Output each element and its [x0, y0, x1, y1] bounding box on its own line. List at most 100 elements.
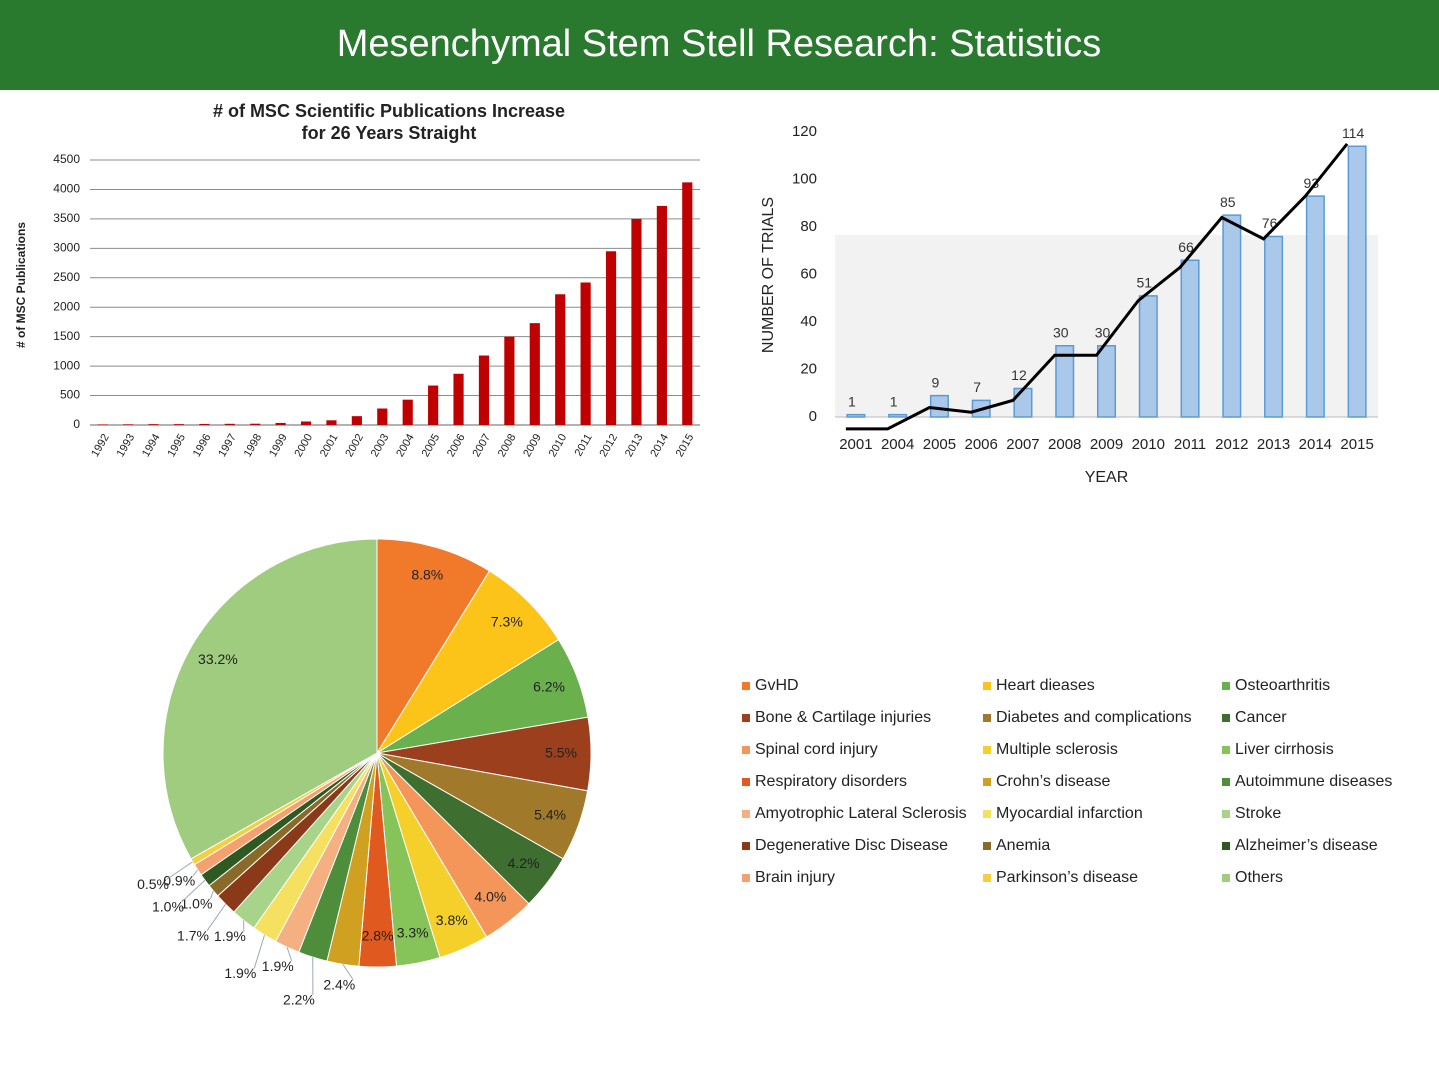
legend-swatch [1222, 682, 1230, 690]
bar [123, 424, 134, 425]
data-label: 1.9% [214, 928, 246, 944]
bar [929, 394, 949, 418]
data-label: 1 [848, 393, 856, 409]
y-tick-label: 120 [792, 123, 817, 140]
data-label: 114 [1342, 125, 1365, 141]
legend-swatch [983, 810, 991, 818]
legend-swatch [983, 682, 991, 690]
x-tick-label: 2010 [547, 432, 570, 459]
leader-line [166, 861, 193, 880]
bar [97, 424, 108, 425]
y-tick-label: 0 [73, 417, 80, 431]
bar [888, 413, 908, 418]
legend-swatch [1222, 842, 1230, 850]
bar [580, 282, 591, 425]
x-tick-label: 2014 [1299, 436, 1332, 453]
x-tick-label: 2004 [394, 432, 417, 459]
data-label: 85 [1220, 194, 1236, 210]
legend-swatch [1222, 810, 1230, 818]
x-tick-label: 1992 [89, 432, 112, 459]
legend-swatch [742, 714, 750, 722]
bar [529, 323, 540, 425]
legend-label: Myocardial infarction [996, 805, 1143, 822]
legend-label: Bone & Cartilage injuries [755, 709, 931, 726]
data-label: 7.3% [491, 613, 523, 629]
x-tick-label: 2000 [293, 432, 316, 459]
bar [148, 424, 159, 425]
pie-slice [376, 538, 491, 755]
y-tick-label: 4500 [53, 152, 80, 166]
bar [453, 373, 464, 425]
data-label: 2.2% [283, 992, 315, 1008]
bar [351, 416, 362, 425]
x-tick-label: 2008 [496, 432, 519, 459]
data-label: 7 [973, 379, 981, 395]
leader-line [286, 947, 293, 962]
x-tick-label: 2015 [674, 432, 697, 459]
chart-title: # of MSC Scientific Publications Increas… [213, 101, 565, 121]
x-tick-label: 2008 [1048, 436, 1081, 453]
leader-line [253, 934, 265, 969]
legend-swatch [983, 778, 991, 786]
legend-label: Degenerative Disc Disease [755, 837, 948, 854]
x-tick-label: 2009 [1090, 436, 1123, 453]
bar [682, 182, 693, 425]
data-label: 1.0% [180, 896, 212, 912]
x-tick-label: 1995 [165, 432, 188, 459]
leader-line [342, 963, 354, 981]
legend-label: Heart dieases [996, 677, 1095, 694]
data-label: 8.8% [411, 567, 443, 583]
legend-swatch [1222, 746, 1230, 754]
bar [1138, 295, 1158, 418]
chart-title: for 26 Years Straight [302, 123, 477, 143]
y-tick-label: 100 [792, 170, 817, 187]
y-axis-label: NUMBER OF TRIALS [760, 197, 777, 353]
bar [377, 408, 388, 425]
y-tick-label: 500 [60, 388, 80, 402]
bar [846, 413, 866, 418]
bar [428, 385, 439, 425]
x-tick-label: 2001 [839, 436, 872, 453]
bar [478, 355, 490, 425]
data-label: 93 [1304, 175, 1320, 191]
x-tick-label: 2001 [318, 432, 341, 459]
legend-label: Autoimmune diseases [1235, 773, 1392, 790]
data-label: 3.8% [436, 912, 468, 928]
data-label: 1.7% [177, 927, 209, 943]
y-axis-label: # of MSC Publications [14, 222, 28, 348]
legend-swatch [1222, 714, 1230, 722]
data-label: 6.2% [533, 678, 565, 694]
pie-slice [162, 538, 378, 860]
legend-label: Osteoarthritis [1235, 677, 1330, 694]
bar [605, 251, 617, 425]
legend-swatch [742, 778, 750, 786]
data-label: 5.4% [534, 806, 566, 822]
legend-swatch [742, 682, 750, 690]
data-label: 3.3% [397, 924, 429, 940]
trend-line [845, 142, 1349, 431]
data-label: 30 [1053, 324, 1069, 340]
bar [199, 423, 210, 425]
legend-label: Diabetes and complications [996, 709, 1192, 726]
bar [1096, 345, 1117, 418]
x-tick-label: 1999 [267, 432, 290, 459]
header-bar [0, 0, 1439, 90]
bar [555, 294, 566, 425]
x-tick-label: 1997 [216, 432, 239, 459]
data-label: 4.2% [508, 855, 540, 871]
legend-label: Stroke [1235, 805, 1281, 822]
bar [275, 422, 286, 425]
legend-label: Brain injury [755, 869, 835, 886]
y-tick-label: 80 [800, 218, 817, 235]
bar [1222, 214, 1242, 418]
legend-swatch [742, 746, 750, 754]
leader-line [209, 890, 214, 900]
x-tick-label: 2003 [369, 432, 392, 459]
pie-slice [376, 570, 560, 754]
x-tick-label: 2015 [1340, 436, 1373, 453]
bar [1013, 387, 1033, 418]
legend-swatch [1222, 874, 1230, 882]
x-tick-label: 2014 [648, 432, 671, 459]
